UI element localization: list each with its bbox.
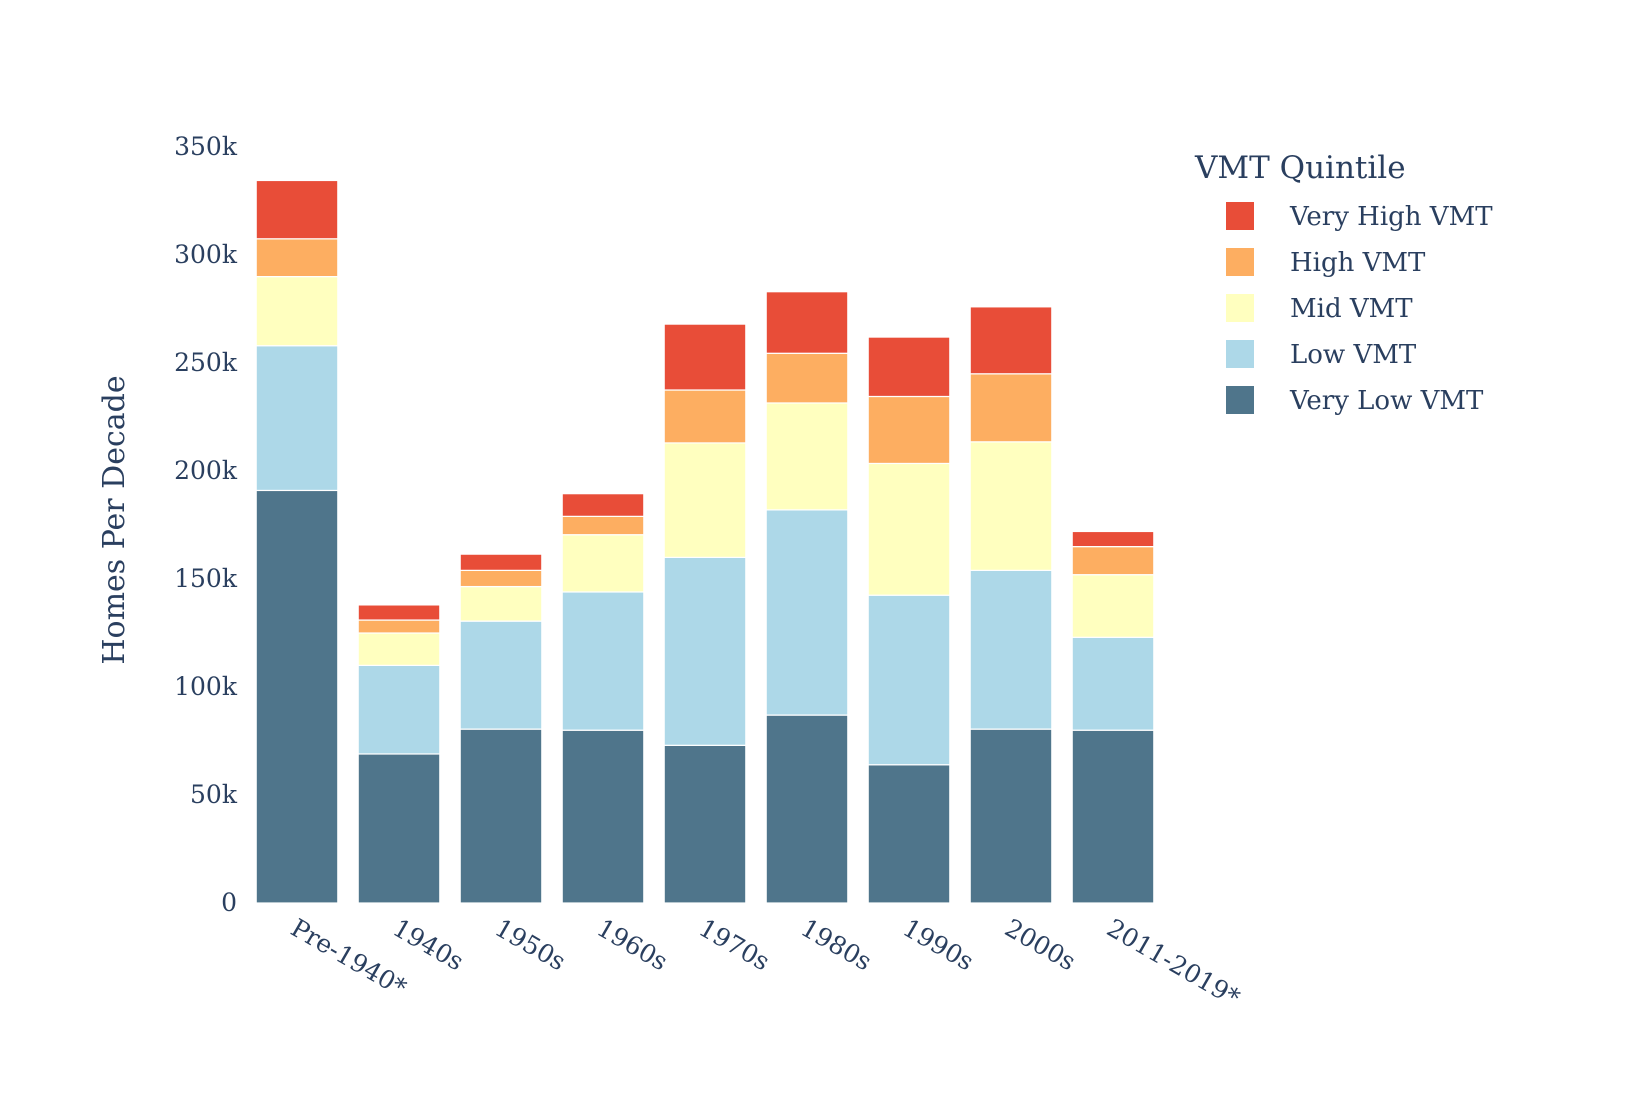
y-tick-label: 350k: [174, 132, 238, 161]
bar-1980s-very-low-vmt: [765, 714, 849, 904]
x-tick-label: 1950s: [490, 913, 571, 976]
legend-label-low-vmt: Low VMT: [1290, 340, 1417, 370]
x-tick-label: 1970s: [694, 913, 775, 976]
bar-1990s-very-low-vmt: [867, 764, 951, 904]
bar-1970s-very-high-vmt: [663, 323, 747, 391]
bar-2011-2019-low-vmt: [1071, 636, 1155, 731]
bar-1970s-very-low-vmt: [663, 744, 747, 904]
legend-swatch-very-high-vmt: [1226, 202, 1254, 230]
legend-label-very-high-vmt: Very High VMT: [1289, 202, 1493, 232]
bar-2000s-low-vmt: [969, 569, 1053, 730]
bar-1960s-low-vmt: [561, 591, 645, 731]
bar-1980s-low-vmt: [765, 509, 849, 716]
bar-1980s-high-vmt: [765, 352, 849, 404]
legend-swatch-mid-vmt: [1226, 294, 1254, 322]
y-tick-label: 50k: [190, 780, 238, 809]
bar-1990s-mid-vmt: [867, 462, 951, 596]
legend-label-mid-vmt: Mid VMT: [1290, 294, 1413, 324]
legend: VMT Quintile Very High VMT High VMT Mid VM…: [1194, 150, 1493, 416]
bar-1960s-very-low-vmt: [561, 729, 645, 904]
bar-2000s-mid-vmt: [969, 441, 1053, 571]
bar-1940s-very-high-vmt: [357, 604, 441, 621]
bar-2000s-very-high-vmt: [969, 306, 1053, 375]
legend-swatch-low-vmt: [1226, 340, 1254, 368]
bar-1940s-mid-vmt: [357, 632, 441, 667]
bars-layer: [255, 179, 1155, 904]
legend-label-very-low-vmt: Very Low VMT: [1289, 386, 1484, 416]
x-tick-label: 1980s: [796, 913, 877, 976]
y-tick-label: 300k: [174, 240, 238, 269]
bar-1970s-high-vmt: [663, 389, 747, 444]
y-tick-label: 100k: [174, 672, 238, 701]
y-tick-label: 200k: [174, 456, 238, 485]
legend-items: Very High VMT High VMT Mid VMT Low VMT Very …: [1226, 202, 1493, 416]
bar-2011-2019-very-low-vmt: [1071, 729, 1155, 904]
bar-pre-1940-low-vmt: [255, 345, 339, 492]
legend-label-high-vmt: High VMT: [1290, 248, 1426, 278]
x-tick-label: 2000s: [1000, 913, 1081, 976]
bar-1950s-very-low-vmt: [459, 728, 543, 904]
bar-2011-2019-very-high-vmt: [1071, 530, 1155, 548]
legend-title: VMT Quintile: [1194, 150, 1406, 186]
y-tick-label: 250k: [174, 348, 238, 377]
bar-pre-1940-very-low-vmt: [255, 489, 339, 904]
bar-1940s-very-low-vmt: [357, 753, 441, 904]
bar-1950s-mid-vmt: [459, 585, 543, 622]
bar-2000s-high-vmt: [969, 373, 1053, 443]
y-tick-label: 150k: [174, 564, 238, 593]
bar-2011-2019-mid-vmt: [1071, 574, 1155, 638]
bar-1970s-mid-vmt: [663, 442, 747, 559]
x-tick-label: 1940s: [388, 913, 469, 976]
x-tick-label: Pre-1940*: [286, 913, 412, 1002]
bar-1980s-very-high-vmt: [765, 291, 849, 354]
bar-pre-1940-mid-vmt: [255, 276, 339, 347]
x-axis: Pre-1940*1940s 1950s 1960s 1970s 1980s 1990s 2…: [286, 913, 1245, 1012]
legend-swatch-very-low-vmt: [1226, 386, 1254, 414]
bar-1940s-high-vmt: [357, 619, 441, 634]
bar-1950s-very-high-vmt: [459, 553, 543, 571]
bar-2011-2019-high-vmt: [1071, 545, 1155, 576]
y-tick-label: 0: [221, 888, 237, 917]
x-tick-label: 1960s: [592, 913, 673, 976]
bar-1980s-mid-vmt: [765, 402, 849, 511]
legend-swatch-high-vmt: [1226, 248, 1254, 276]
bar-1940s-low-vmt: [357, 664, 441, 755]
y-axis-title: Homes Per Decade: [97, 375, 132, 664]
y-axis: 0 50k 100k 150k 200k 250k 300k 350k: [174, 132, 238, 917]
bar-1960s-very-high-vmt: [561, 493, 645, 517]
bar-2000s-very-low-vmt: [969, 728, 1053, 904]
x-tick-label: 1990s: [898, 913, 979, 976]
bar-1950s-high-vmt: [459, 569, 543, 588]
bar-pre-1940-very-high-vmt: [255, 179, 339, 240]
bar-1960s-mid-vmt: [561, 534, 645, 593]
bar-1990s-low-vmt: [867, 594, 951, 766]
bar-pre-1940-high-vmt: [255, 238, 339, 278]
bar-1990s-high-vmt: [867, 395, 951, 465]
x-tick-label: 2011-2019*: [1102, 913, 1245, 1012]
bar-1970s-low-vmt: [663, 556, 747, 746]
bar-1990s-very-high-vmt: [867, 336, 951, 398]
bar-1950s-low-vmt: [459, 620, 543, 730]
bar-1960s-high-vmt: [561, 515, 645, 536]
